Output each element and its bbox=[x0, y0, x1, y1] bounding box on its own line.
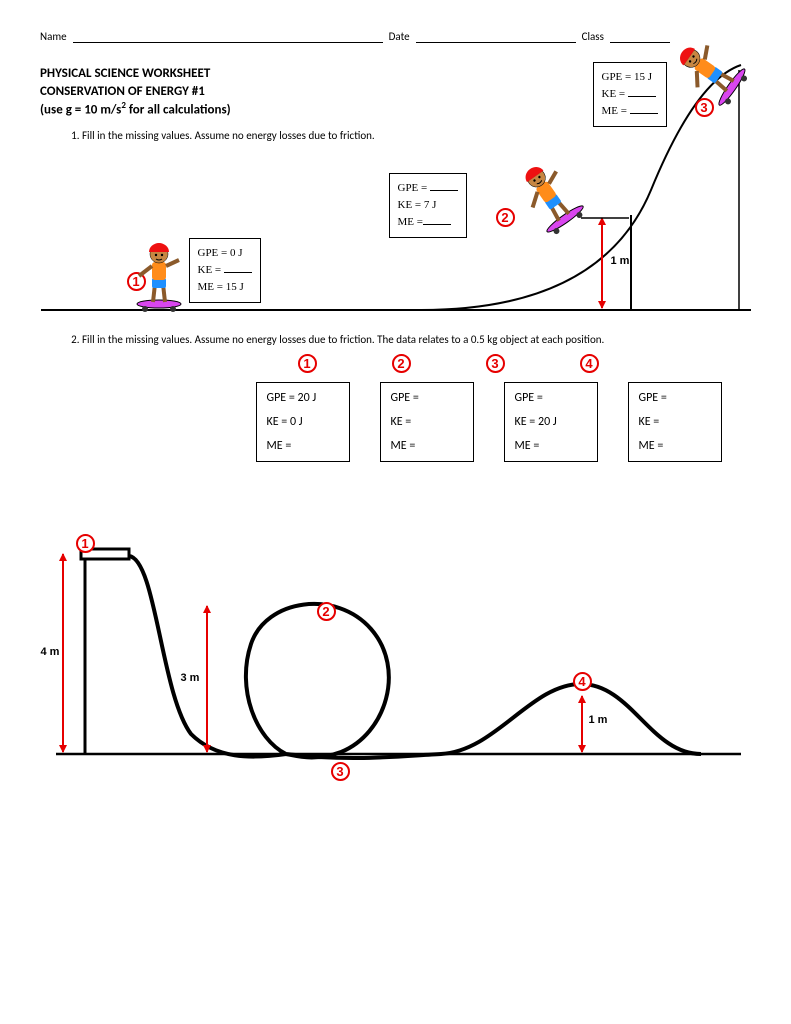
height-3m-arrow bbox=[206, 606, 208, 752]
ke-blank-3[interactable] bbox=[628, 87, 656, 97]
energy-box-2: GPE = KE = 7 J ME = bbox=[389, 173, 467, 238]
height-4m-arrow bbox=[62, 554, 64, 752]
height-1m-label: 1 m bbox=[611, 255, 630, 267]
class-blank[interactable] bbox=[610, 30, 670, 43]
name-label: Name bbox=[40, 30, 67, 43]
me-blank-3[interactable] bbox=[630, 104, 658, 114]
ke-blank-1[interactable] bbox=[224, 263, 252, 273]
q2-box-1: GPE = 20 J KE = 0 J ME = bbox=[256, 382, 350, 462]
energy-box-3: GPE = 15 J KE = ME = bbox=[593, 62, 667, 127]
question-list-2: Fill in the missing values. Assume no en… bbox=[82, 333, 751, 346]
height-arrow-1m bbox=[601, 218, 603, 308]
q2-header-markers: 1 2 3 4 bbox=[298, 354, 599, 373]
q2-pos-1: 1 bbox=[76, 534, 95, 553]
me-blank-2[interactable] bbox=[423, 215, 451, 225]
q2-box-4: GPE = KE = ME = bbox=[628, 382, 722, 462]
skater-1 bbox=[131, 240, 187, 312]
header-fields: Name Date Class bbox=[40, 30, 751, 43]
q2-head-3: 3 bbox=[486, 354, 505, 373]
height-4m-label: 4 m bbox=[41, 646, 60, 658]
q2-data-boxes: GPE = 20 J KE = 0 J ME = GPE = KE = ME =… bbox=[256, 382, 722, 462]
pos-marker-2: 2 bbox=[496, 208, 515, 227]
class-label: Class bbox=[582, 30, 604, 43]
q2-diagram: 1 2 3 4 GPE = 20 J KE = 0 J ME = GPE = K… bbox=[41, 354, 751, 774]
name-blank[interactable] bbox=[73, 30, 383, 43]
q1-diagram: 1 m GPE = 0 J KE = ME = 15 J GPE = KE = … bbox=[41, 60, 751, 315]
q2-box-2: GPE = KE = ME = bbox=[380, 382, 474, 462]
gpe-blank-2[interactable] bbox=[430, 181, 458, 191]
q2-pos-3: 3 bbox=[331, 762, 350, 781]
q2-box-3: GPE = KE = 20 J ME = bbox=[504, 382, 598, 462]
coaster-svg bbox=[41, 494, 751, 784]
q2-head-2: 2 bbox=[392, 354, 411, 373]
q2-pos-4: 4 bbox=[573, 672, 592, 691]
q2-pos-2: 2 bbox=[317, 602, 336, 621]
q2-head-4: 4 bbox=[580, 354, 599, 373]
height-1m-arrow bbox=[581, 696, 583, 752]
q2-text: Fill in the missing values. Assume no en… bbox=[82, 333, 751, 346]
date-blank[interactable] bbox=[416, 30, 576, 43]
height-1m-label-q2: 1 m bbox=[589, 714, 608, 726]
date-label: Date bbox=[389, 30, 410, 43]
q2-head-1: 1 bbox=[298, 354, 317, 373]
energy-box-1: GPE = 0 J KE = ME = 15 J bbox=[189, 238, 261, 303]
height-3m-label: 3 m bbox=[181, 672, 200, 684]
